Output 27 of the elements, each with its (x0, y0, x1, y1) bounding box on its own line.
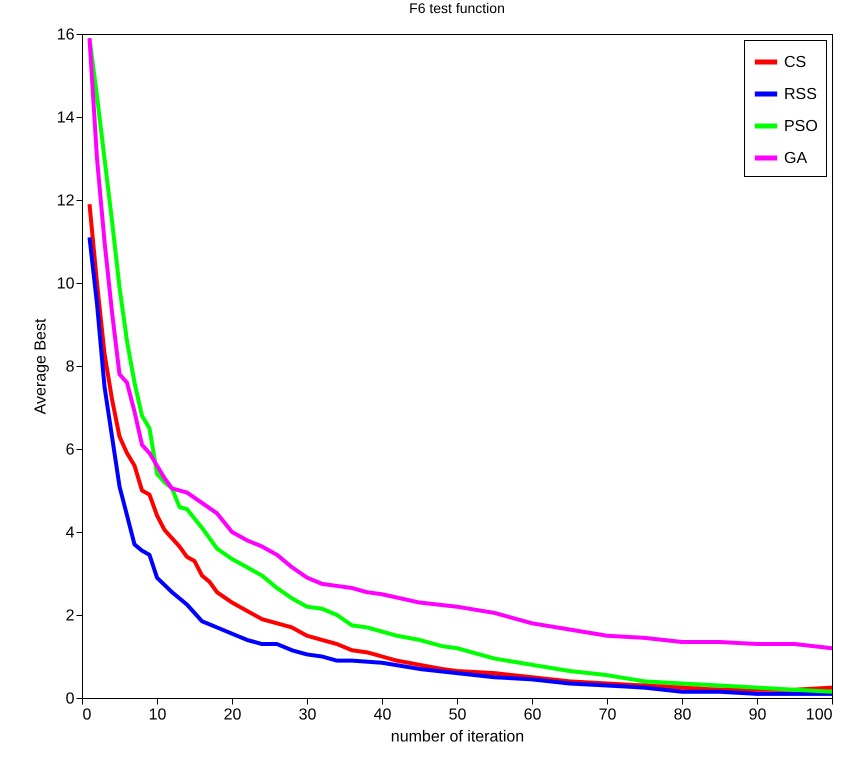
x-tick-label: 100 (806, 706, 833, 724)
x-tick-label: 70 (598, 706, 616, 724)
x-tick-label: 60 (524, 706, 542, 724)
legend-label: PSO (784, 118, 818, 135)
x-tick-label: 20 (224, 706, 242, 724)
y-tick-label: 12 (56, 192, 75, 210)
y-tick-label: 4 (66, 524, 75, 542)
y-tick-label: 0 (66, 690, 75, 708)
x-tick-label: 40 (374, 706, 392, 724)
y-tick-label: 14 (56, 110, 75, 126)
x-tick-label: 90 (748, 706, 766, 724)
y-tick-label: 2 (66, 608, 75, 624)
legend-label: CS (784, 54, 806, 71)
x-axis-title: number of iteration (390, 728, 524, 746)
x-tick-label: 10 (148, 706, 166, 724)
x-tick-label: 50 (448, 706, 466, 724)
legend-label: GA (784, 150, 808, 167)
x-tick-label: 30 (298, 706, 316, 724)
legend-label: RSS (784, 86, 817, 103)
y-axis-title: Average Best (32, 318, 50, 414)
y-tick-label: 10 (56, 276, 75, 292)
y-tick-label: 16 (56, 26, 75, 44)
chart-title: F6 test function (409, 0, 505, 16)
y-tick-label: 8 (66, 358, 75, 376)
x-tick-label: 80 (674, 706, 692, 724)
y-tick-label: 6 (66, 442, 75, 458)
x-tick-label: 0 (82, 706, 92, 724)
